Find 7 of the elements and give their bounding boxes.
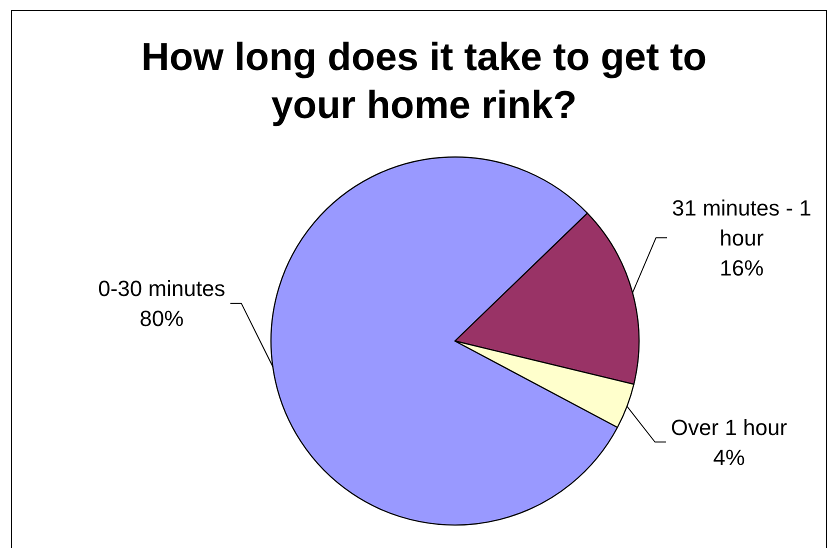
data-label: 80% xyxy=(140,306,184,332)
slice-label: Over 1 hour xyxy=(670,414,788,440)
slice-label: 31 minutes - 1 hour xyxy=(672,196,812,251)
slice-label: 0-30 minutes xyxy=(98,276,226,302)
data-label: 4% xyxy=(713,444,745,470)
data-label: 16% xyxy=(720,256,764,281)
chart-title: How long does it take to get to your home rink? xyxy=(141,36,707,127)
